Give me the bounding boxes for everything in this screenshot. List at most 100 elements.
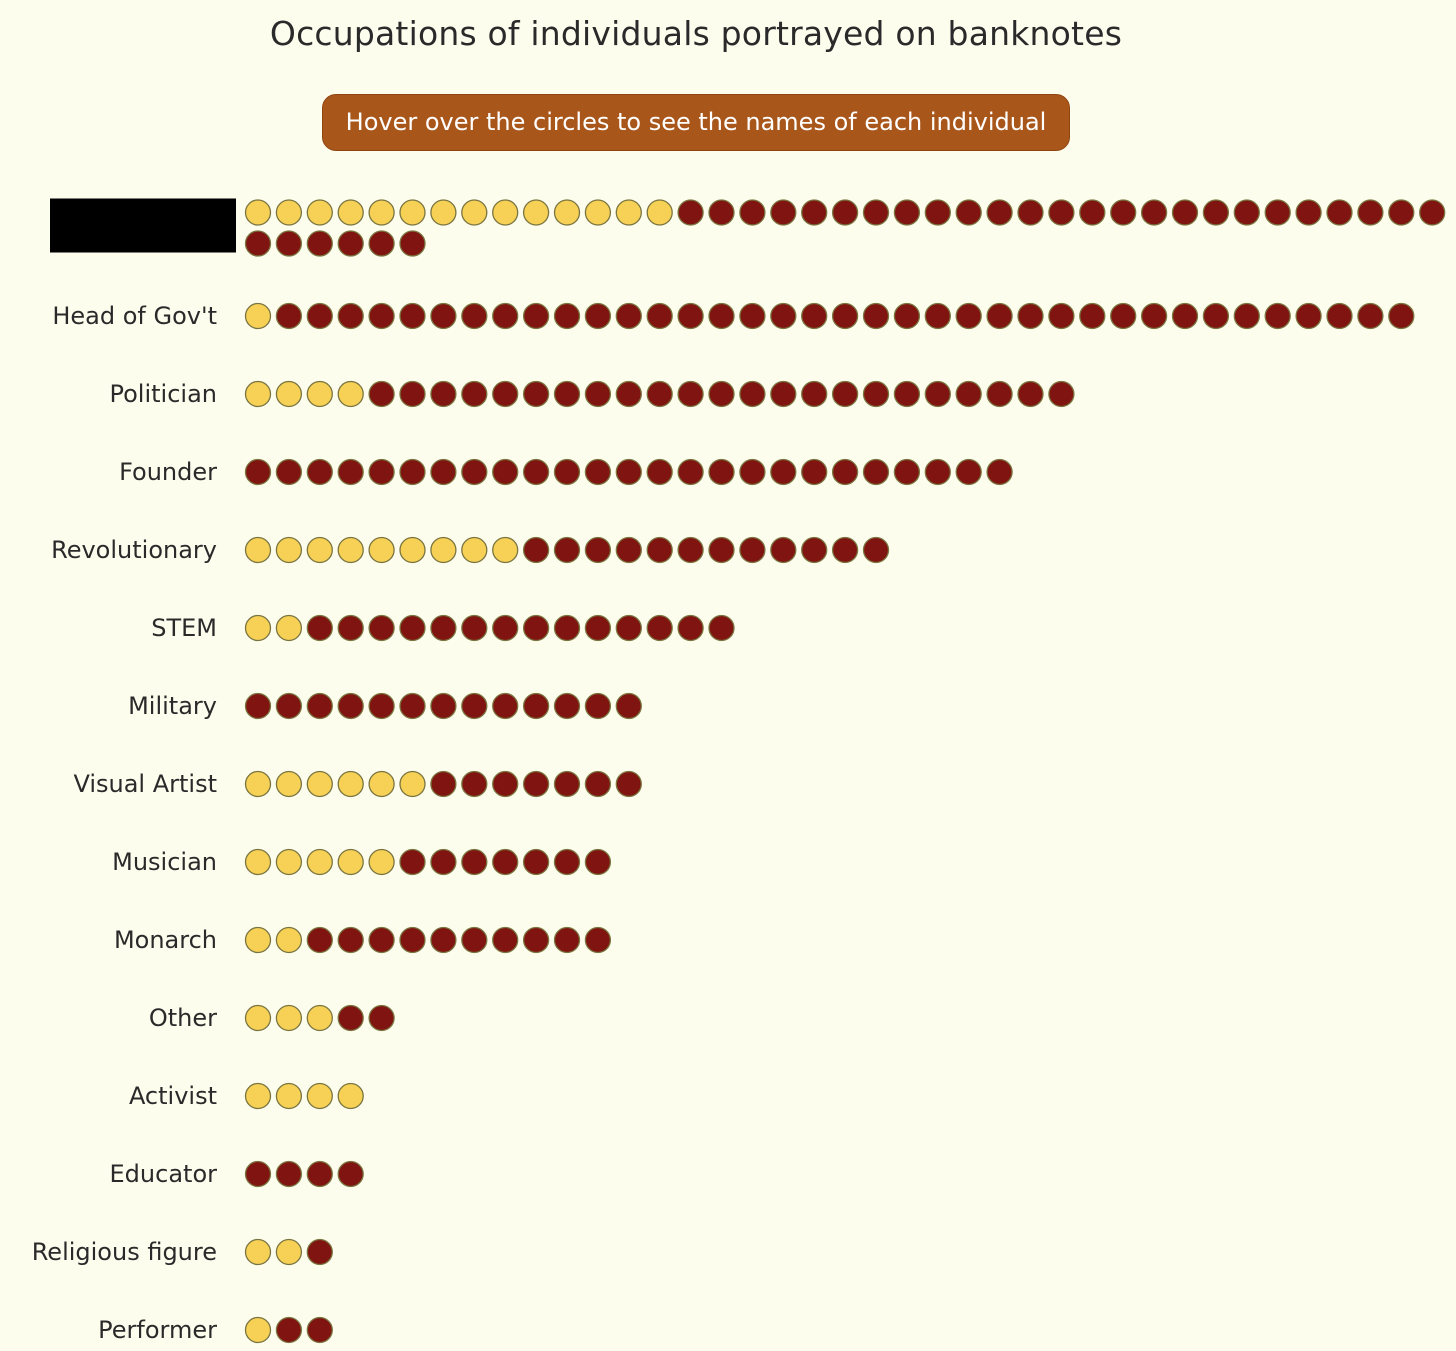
dot-base[interactable] [1233, 302, 1260, 330]
dot-base[interactable] [708, 614, 735, 642]
dot-highlight[interactable] [275, 1238, 303, 1266]
dot-base[interactable] [399, 926, 426, 954]
dot-highlight[interactable] [368, 199, 395, 226]
dot-base[interactable] [368, 230, 395, 257]
dot-base[interactable] [646, 302, 673, 330]
dot-base[interactable] [368, 458, 395, 486]
dot-base[interactable] [831, 199, 859, 226]
dot-base[interactable] [461, 302, 488, 330]
dot-base[interactable] [1079, 302, 1106, 330]
dot-highlight[interactable] [244, 302, 272, 330]
dot-base[interactable] [1171, 199, 1199, 226]
dot-base[interactable] [522, 380, 550, 408]
dot-base[interactable] [1264, 199, 1291, 226]
dot-base[interactable] [955, 302, 982, 330]
dot-highlight[interactable] [306, 770, 333, 798]
dot-base[interactable] [368, 302, 395, 330]
dot-base[interactable] [553, 770, 581, 798]
dot-base[interactable] [306, 1238, 333, 1266]
dot-base[interactable] [337, 302, 364, 330]
dot-base[interactable] [1264, 302, 1291, 330]
dot-base[interactable] [399, 458, 426, 486]
dot-base[interactable] [553, 926, 581, 954]
dot-base[interactable] [399, 848, 426, 876]
dot-base[interactable] [831, 458, 859, 486]
dot-base[interactable] [492, 614, 519, 642]
dot-base[interactable] [770, 536, 797, 564]
dot-base[interactable] [862, 536, 890, 564]
dot-base[interactable] [1048, 199, 1075, 226]
dot-base[interactable] [708, 536, 735, 564]
dot-highlight[interactable] [492, 199, 519, 226]
dot-base[interactable] [275, 302, 303, 330]
dot-base[interactable] [584, 848, 612, 876]
dot-highlight[interactable] [275, 199, 303, 226]
dot-base[interactable] [1110, 302, 1137, 330]
dot-highlight[interactable] [244, 926, 272, 954]
dot-base[interactable] [337, 692, 364, 720]
dot-base[interactable] [924, 302, 951, 330]
dot-base[interactable] [584, 614, 612, 642]
dot-base[interactable] [677, 380, 704, 408]
dot-highlight[interactable] [337, 380, 364, 408]
dot-base[interactable] [553, 848, 581, 876]
dot-base[interactable] [986, 380, 1013, 408]
dot-base[interactable] [708, 458, 735, 486]
dot-base[interactable] [461, 926, 488, 954]
dot-base[interactable] [584, 692, 612, 720]
dot-highlight[interactable] [244, 614, 272, 642]
dot-base[interactable] [399, 692, 426, 720]
dot-base[interactable] [1295, 302, 1322, 330]
dot-base[interactable] [831, 380, 859, 408]
dot-base[interactable] [275, 230, 303, 257]
dot-highlight[interactable] [275, 926, 303, 954]
dot-base[interactable] [1140, 302, 1168, 330]
dot-base[interactable] [1017, 199, 1044, 226]
dot-highlight[interactable] [461, 536, 488, 564]
dot-base[interactable] [801, 380, 828, 408]
dot-base[interactable] [1295, 199, 1322, 226]
dot-base[interactable] [244, 1160, 272, 1188]
dot-base[interactable] [893, 302, 921, 330]
dot-base[interactable] [615, 536, 642, 564]
dot-base[interactable] [337, 926, 364, 954]
dot-base[interactable] [1388, 302, 1415, 330]
dot-base[interactable] [615, 692, 642, 720]
dot-base[interactable] [986, 458, 1013, 486]
dot-base[interactable] [646, 380, 673, 408]
dot-base[interactable] [677, 614, 704, 642]
dot-base[interactable] [522, 770, 550, 798]
dot-highlight[interactable] [337, 1082, 364, 1110]
dot-base[interactable] [584, 770, 612, 798]
dot-base[interactable] [492, 458, 519, 486]
dot-base[interactable] [492, 770, 519, 798]
dot-base[interactable] [924, 380, 951, 408]
dot-base[interactable] [492, 302, 519, 330]
dot-base[interactable] [553, 692, 581, 720]
dot-base[interactable] [708, 199, 735, 226]
dot-base[interactable] [337, 1160, 364, 1188]
dot-base[interactable] [677, 458, 704, 486]
dot-highlight[interactable] [306, 536, 333, 564]
dot-base[interactable] [306, 926, 333, 954]
dot-highlight[interactable] [244, 1082, 272, 1110]
dot-base[interactable] [1326, 199, 1353, 226]
dot-base[interactable] [677, 302, 704, 330]
dot-highlight[interactable] [522, 199, 550, 226]
dot-base[interactable] [492, 926, 519, 954]
dot-base[interactable] [461, 458, 488, 486]
dot-highlight[interactable] [306, 1004, 333, 1032]
dot-base[interactable] [677, 199, 704, 226]
dot-base[interactable] [368, 380, 395, 408]
dot-base[interactable] [1388, 199, 1415, 226]
dot-base[interactable] [1357, 199, 1384, 226]
dot-highlight[interactable] [244, 770, 272, 798]
dot-base[interactable] [924, 458, 951, 486]
dot-base[interactable] [924, 199, 951, 226]
dot-base[interactable] [801, 458, 828, 486]
dot-highlight[interactable] [275, 770, 303, 798]
dot-highlight[interactable] [399, 199, 426, 226]
dot-highlight[interactable] [306, 848, 333, 876]
dot-base[interactable] [955, 458, 982, 486]
dot-highlight[interactable] [368, 536, 395, 564]
